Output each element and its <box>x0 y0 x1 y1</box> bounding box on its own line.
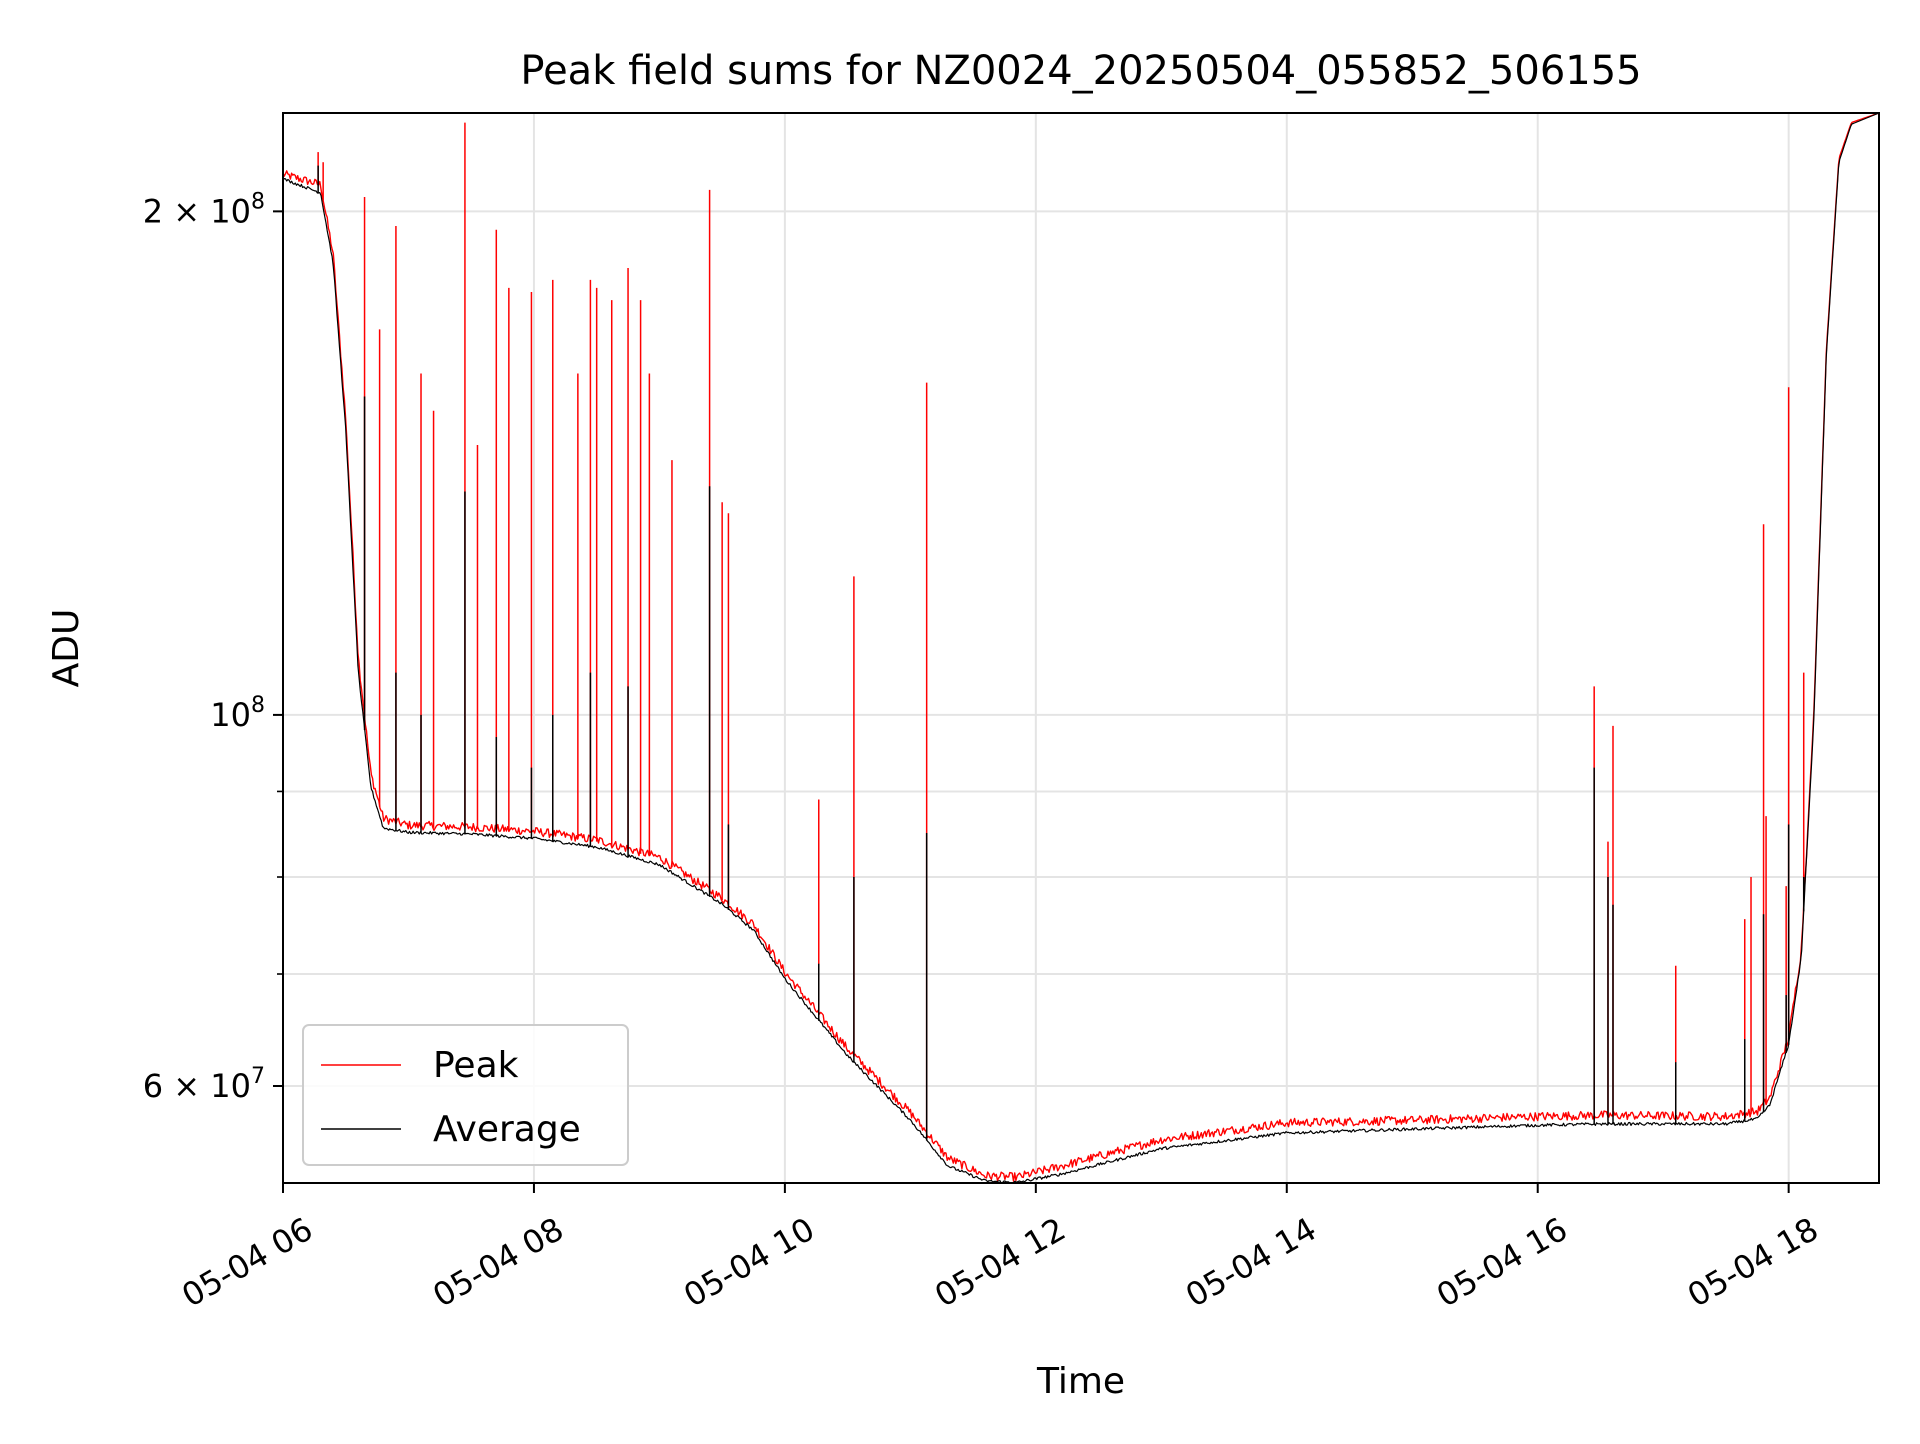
y-axis-label: ADU <box>46 609 87 688</box>
x-tick-label: 05-04 18 <box>1681 1210 1825 1315</box>
x-tick-label: 05-04 08 <box>426 1210 570 1315</box>
x-tick-label: 05-04 06 <box>175 1210 319 1315</box>
x-tick-label: 05-04 16 <box>1430 1210 1574 1315</box>
plot-frame <box>282 112 1880 1184</box>
legend-label-average: Average <box>433 1109 581 1150</box>
legend-label-peak: Peak <box>433 1045 519 1086</box>
y-tick-label: 108 <box>210 693 265 734</box>
y-axis: 6 × 107 108 2 × 108 <box>143 189 283 1105</box>
y-tick-label: 6 × 107 <box>143 1064 265 1105</box>
chart-title: Peak field sums for NZ0024_20250504_0558… <box>520 48 1641 94</box>
series-line-peak <box>282 112 1880 1182</box>
x-axis-label: Time <box>1036 1361 1125 1402</box>
legend: Peak Average <box>302 1024 629 1166</box>
series-average <box>282 112 1880 1184</box>
series-peak <box>282 112 1880 1182</box>
x-tick-label: 05-04 10 <box>677 1210 821 1315</box>
legend-box <box>302 1024 629 1166</box>
grid-layer <box>282 113 1879 1183</box>
y-tick-label: 2 × 108 <box>143 189 265 230</box>
x-tick-label: 05-04 12 <box>928 1210 1072 1315</box>
series-line-average <box>282 112 1880 1184</box>
x-axis: 05-04 06 05-04 08 05-04 10 05-04 12 05-04 14… <box>175 1183 1825 1315</box>
series-layer <box>282 112 1880 1184</box>
x-tick-label: 05-04 14 <box>1179 1210 1323 1315</box>
